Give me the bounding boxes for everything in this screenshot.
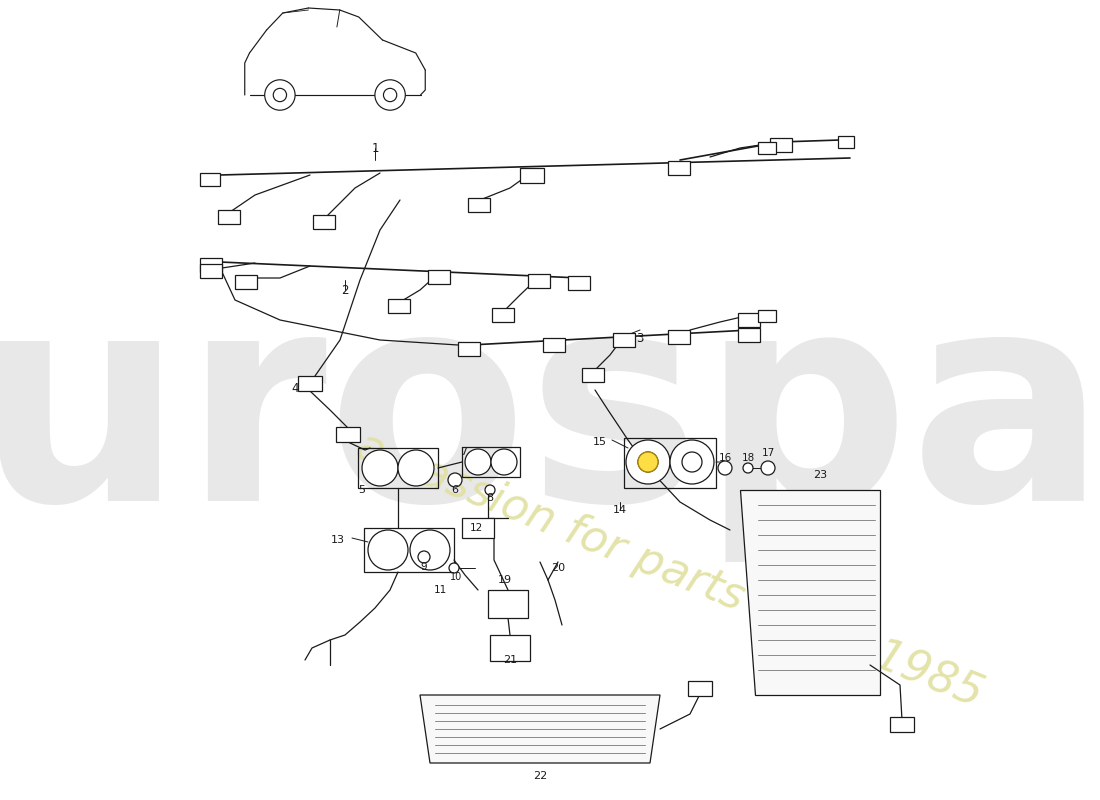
- Bar: [488, 590, 528, 618]
- Bar: [200, 258, 222, 272]
- Circle shape: [449, 563, 459, 573]
- Text: 9: 9: [420, 562, 427, 572]
- Bar: [758, 142, 776, 154]
- Text: 20: 20: [551, 563, 565, 573]
- Text: 1: 1: [372, 142, 378, 154]
- Bar: [738, 328, 760, 342]
- Bar: [428, 270, 450, 284]
- Circle shape: [398, 450, 434, 486]
- Bar: [314, 215, 336, 229]
- Bar: [388, 299, 410, 313]
- Bar: [613, 333, 635, 347]
- Text: 16: 16: [718, 453, 732, 463]
- Bar: [492, 308, 514, 322]
- Bar: [668, 330, 690, 344]
- Text: 7: 7: [461, 447, 468, 457]
- Circle shape: [273, 88, 286, 102]
- Text: 11: 11: [433, 585, 447, 595]
- Circle shape: [638, 452, 658, 472]
- Text: 12: 12: [470, 523, 483, 533]
- Circle shape: [761, 461, 776, 475]
- Circle shape: [742, 463, 754, 473]
- Circle shape: [491, 449, 517, 475]
- Bar: [364, 528, 454, 572]
- Bar: [200, 264, 222, 278]
- Text: 17: 17: [761, 448, 774, 458]
- Text: 5: 5: [359, 485, 365, 495]
- Bar: [668, 161, 690, 175]
- Circle shape: [384, 88, 397, 102]
- Bar: [568, 276, 590, 290]
- Circle shape: [465, 449, 491, 475]
- Bar: [200, 173, 220, 186]
- Circle shape: [368, 530, 408, 570]
- Bar: [528, 274, 550, 288]
- Text: 14: 14: [613, 505, 627, 515]
- Circle shape: [448, 473, 462, 487]
- Text: 22: 22: [532, 771, 547, 781]
- Bar: [462, 447, 520, 477]
- Bar: [520, 168, 544, 183]
- Bar: [758, 310, 776, 322]
- Polygon shape: [740, 490, 880, 695]
- Bar: [336, 427, 360, 442]
- Text: 18: 18: [741, 453, 755, 463]
- Bar: [218, 210, 240, 224]
- Circle shape: [718, 461, 732, 475]
- Text: 21: 21: [503, 655, 517, 665]
- Circle shape: [638, 452, 658, 472]
- Circle shape: [418, 551, 430, 563]
- Text: 6: 6: [451, 485, 459, 495]
- Bar: [358, 448, 438, 488]
- Bar: [770, 138, 792, 152]
- Bar: [468, 198, 490, 212]
- Text: eurospares: eurospares: [0, 278, 1100, 562]
- Text: 23: 23: [813, 470, 827, 480]
- Bar: [543, 338, 565, 352]
- Bar: [490, 635, 530, 661]
- Text: 19: 19: [498, 575, 513, 585]
- Circle shape: [626, 440, 670, 484]
- Text: 2: 2: [341, 283, 349, 297]
- Text: a passion for parts since 1985: a passion for parts since 1985: [351, 424, 990, 716]
- Bar: [838, 136, 854, 148]
- Text: 13: 13: [331, 535, 345, 545]
- Text: 4: 4: [292, 382, 299, 394]
- Circle shape: [375, 80, 405, 110]
- Bar: [458, 342, 480, 356]
- Circle shape: [670, 440, 714, 484]
- Text: 10: 10: [450, 572, 462, 582]
- Polygon shape: [420, 695, 660, 763]
- Circle shape: [682, 452, 702, 472]
- Bar: [738, 313, 760, 327]
- Circle shape: [410, 530, 450, 570]
- Bar: [298, 376, 322, 391]
- Bar: [624, 438, 716, 488]
- Bar: [462, 518, 494, 538]
- Circle shape: [362, 450, 398, 486]
- Circle shape: [265, 80, 295, 110]
- Bar: [890, 717, 914, 732]
- Bar: [688, 681, 712, 696]
- Bar: [235, 275, 257, 289]
- Text: 15: 15: [593, 437, 607, 447]
- Bar: [582, 368, 604, 382]
- Circle shape: [485, 485, 495, 495]
- Text: 8: 8: [486, 493, 494, 503]
- Text: 3: 3: [636, 331, 644, 345]
